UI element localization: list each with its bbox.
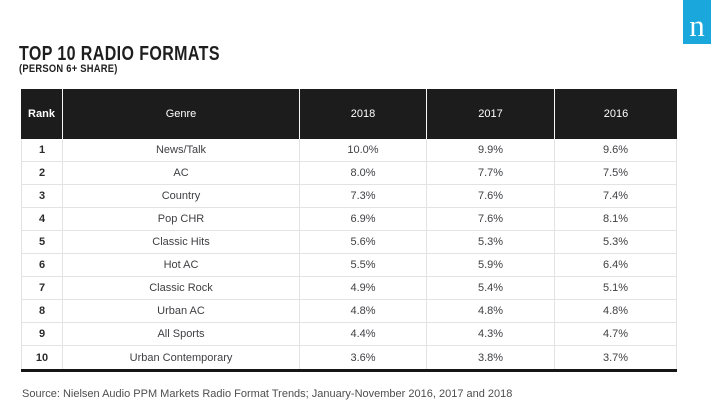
share-cell: 6.9% (300, 208, 427, 231)
share-cell: 8.0% (300, 162, 427, 185)
rank-cell: 9 (21, 323, 63, 346)
source-note: Source: Nielsen Audio PPM Markets Radio … (22, 388, 513, 400)
nielsen-logo: n (683, 0, 711, 44)
share-cell: 4.8% (427, 300, 555, 323)
share-cell: 3.7% (555, 346, 677, 369)
share-cell: 8.1% (555, 208, 677, 231)
page-title: TOP 10 RADIO FORMATS (19, 43, 220, 65)
share-cell: 9.6% (555, 139, 677, 162)
column-header-rank: Rank (21, 89, 63, 139)
table-row: 2 AC 8.0% 7.7% 7.5% (21, 162, 677, 185)
share-cell: 5.3% (427, 231, 555, 254)
rank-cell: 4 (21, 208, 63, 231)
genre-cell: News/Talk (63, 139, 300, 162)
table-body: 1 News/Talk 10.0% 9.9% 9.6% 2 AC 8.0% 7.7% 7.5% 3 C… (21, 139, 677, 369)
share-cell: 5.3% (555, 231, 677, 254)
share-cell: 7.4% (555, 185, 677, 208)
genre-cell: Urban AC (63, 300, 300, 323)
genre-cell: Classic Rock (63, 277, 300, 300)
rank-cell: 7 (21, 277, 63, 300)
share-cell: 5.1% (555, 277, 677, 300)
table-row: 9 All Sports 4.4% 4.3% 4.7% (21, 323, 677, 346)
page-subtitle: (PERSON 6+ SHARE) (19, 63, 118, 75)
share-cell: 4.4% (300, 323, 427, 346)
genre-cell: Urban Contemporary (63, 346, 300, 369)
share-cell: 4.8% (555, 300, 677, 323)
table-row: 6 Hot AC 5.5% 5.9% 6.4% (21, 254, 677, 277)
share-cell: 7.3% (300, 185, 427, 208)
column-header-genre: Genre (63, 89, 300, 139)
table-row: 4 Pop CHR 6.9% 7.6% 8.1% (21, 208, 677, 231)
radio-formats-table: Rank Genre 2018 2017 2016 1 News/Talk 10.0% 9.9… (21, 89, 677, 372)
genre-cell: Classic Hits (63, 231, 300, 254)
share-cell: 10.0% (300, 139, 427, 162)
share-cell: 7.5% (555, 162, 677, 185)
genre-cell: AC (63, 162, 300, 185)
share-cell: 4.3% (427, 323, 555, 346)
share-cell: 3.6% (300, 346, 427, 369)
share-cell: 5.9% (427, 254, 555, 277)
genre-cell: Hot AC (63, 254, 300, 277)
share-cell: 4.7% (555, 323, 677, 346)
share-cell: 9.9% (427, 139, 555, 162)
rank-cell: 10 (21, 346, 63, 369)
table-row: 8 Urban AC 4.8% 4.8% 4.8% (21, 300, 677, 323)
genre-cell: All Sports (63, 323, 300, 346)
table-row: 3 Country 7.3% 7.6% 7.4% (21, 185, 677, 208)
share-cell: 5.5% (300, 254, 427, 277)
rank-cell: 1 (21, 139, 63, 162)
share-cell: 4.8% (300, 300, 427, 323)
rank-cell: 8 (21, 300, 63, 323)
table-row: 10 Urban Contemporary 3.6% 3.8% 3.7% (21, 346, 677, 369)
column-header-2018: 2018 (300, 89, 427, 139)
share-cell: 3.8% (427, 346, 555, 369)
rank-cell: 5 (21, 231, 63, 254)
share-cell: 5.4% (427, 277, 555, 300)
share-cell: 6.4% (555, 254, 677, 277)
share-cell: 7.6% (427, 208, 555, 231)
table-row: 1 News/Talk 10.0% 9.9% 9.6% (21, 139, 677, 162)
column-header-2017: 2017 (427, 89, 555, 139)
share-cell: 7.6% (427, 185, 555, 208)
share-cell: 7.7% (427, 162, 555, 185)
rank-cell: 6 (21, 254, 63, 277)
rank-cell: 3 (21, 185, 63, 208)
rank-cell: 2 (21, 162, 63, 185)
table-header-row: Rank Genre 2018 2017 2016 (21, 89, 677, 139)
genre-cell: Pop CHR (63, 208, 300, 231)
share-cell: 4.9% (300, 277, 427, 300)
table-row: 5 Classic Hits 5.6% 5.3% 5.3% (21, 231, 677, 254)
nielsen-logo-letter: n (689, 8, 705, 43)
share-cell: 5.6% (300, 231, 427, 254)
column-header-2016: 2016 (603, 108, 629, 120)
genre-cell: Country (63, 185, 300, 208)
table-row: 7 Classic Rock 4.9% 5.4% 5.1% (21, 277, 677, 300)
